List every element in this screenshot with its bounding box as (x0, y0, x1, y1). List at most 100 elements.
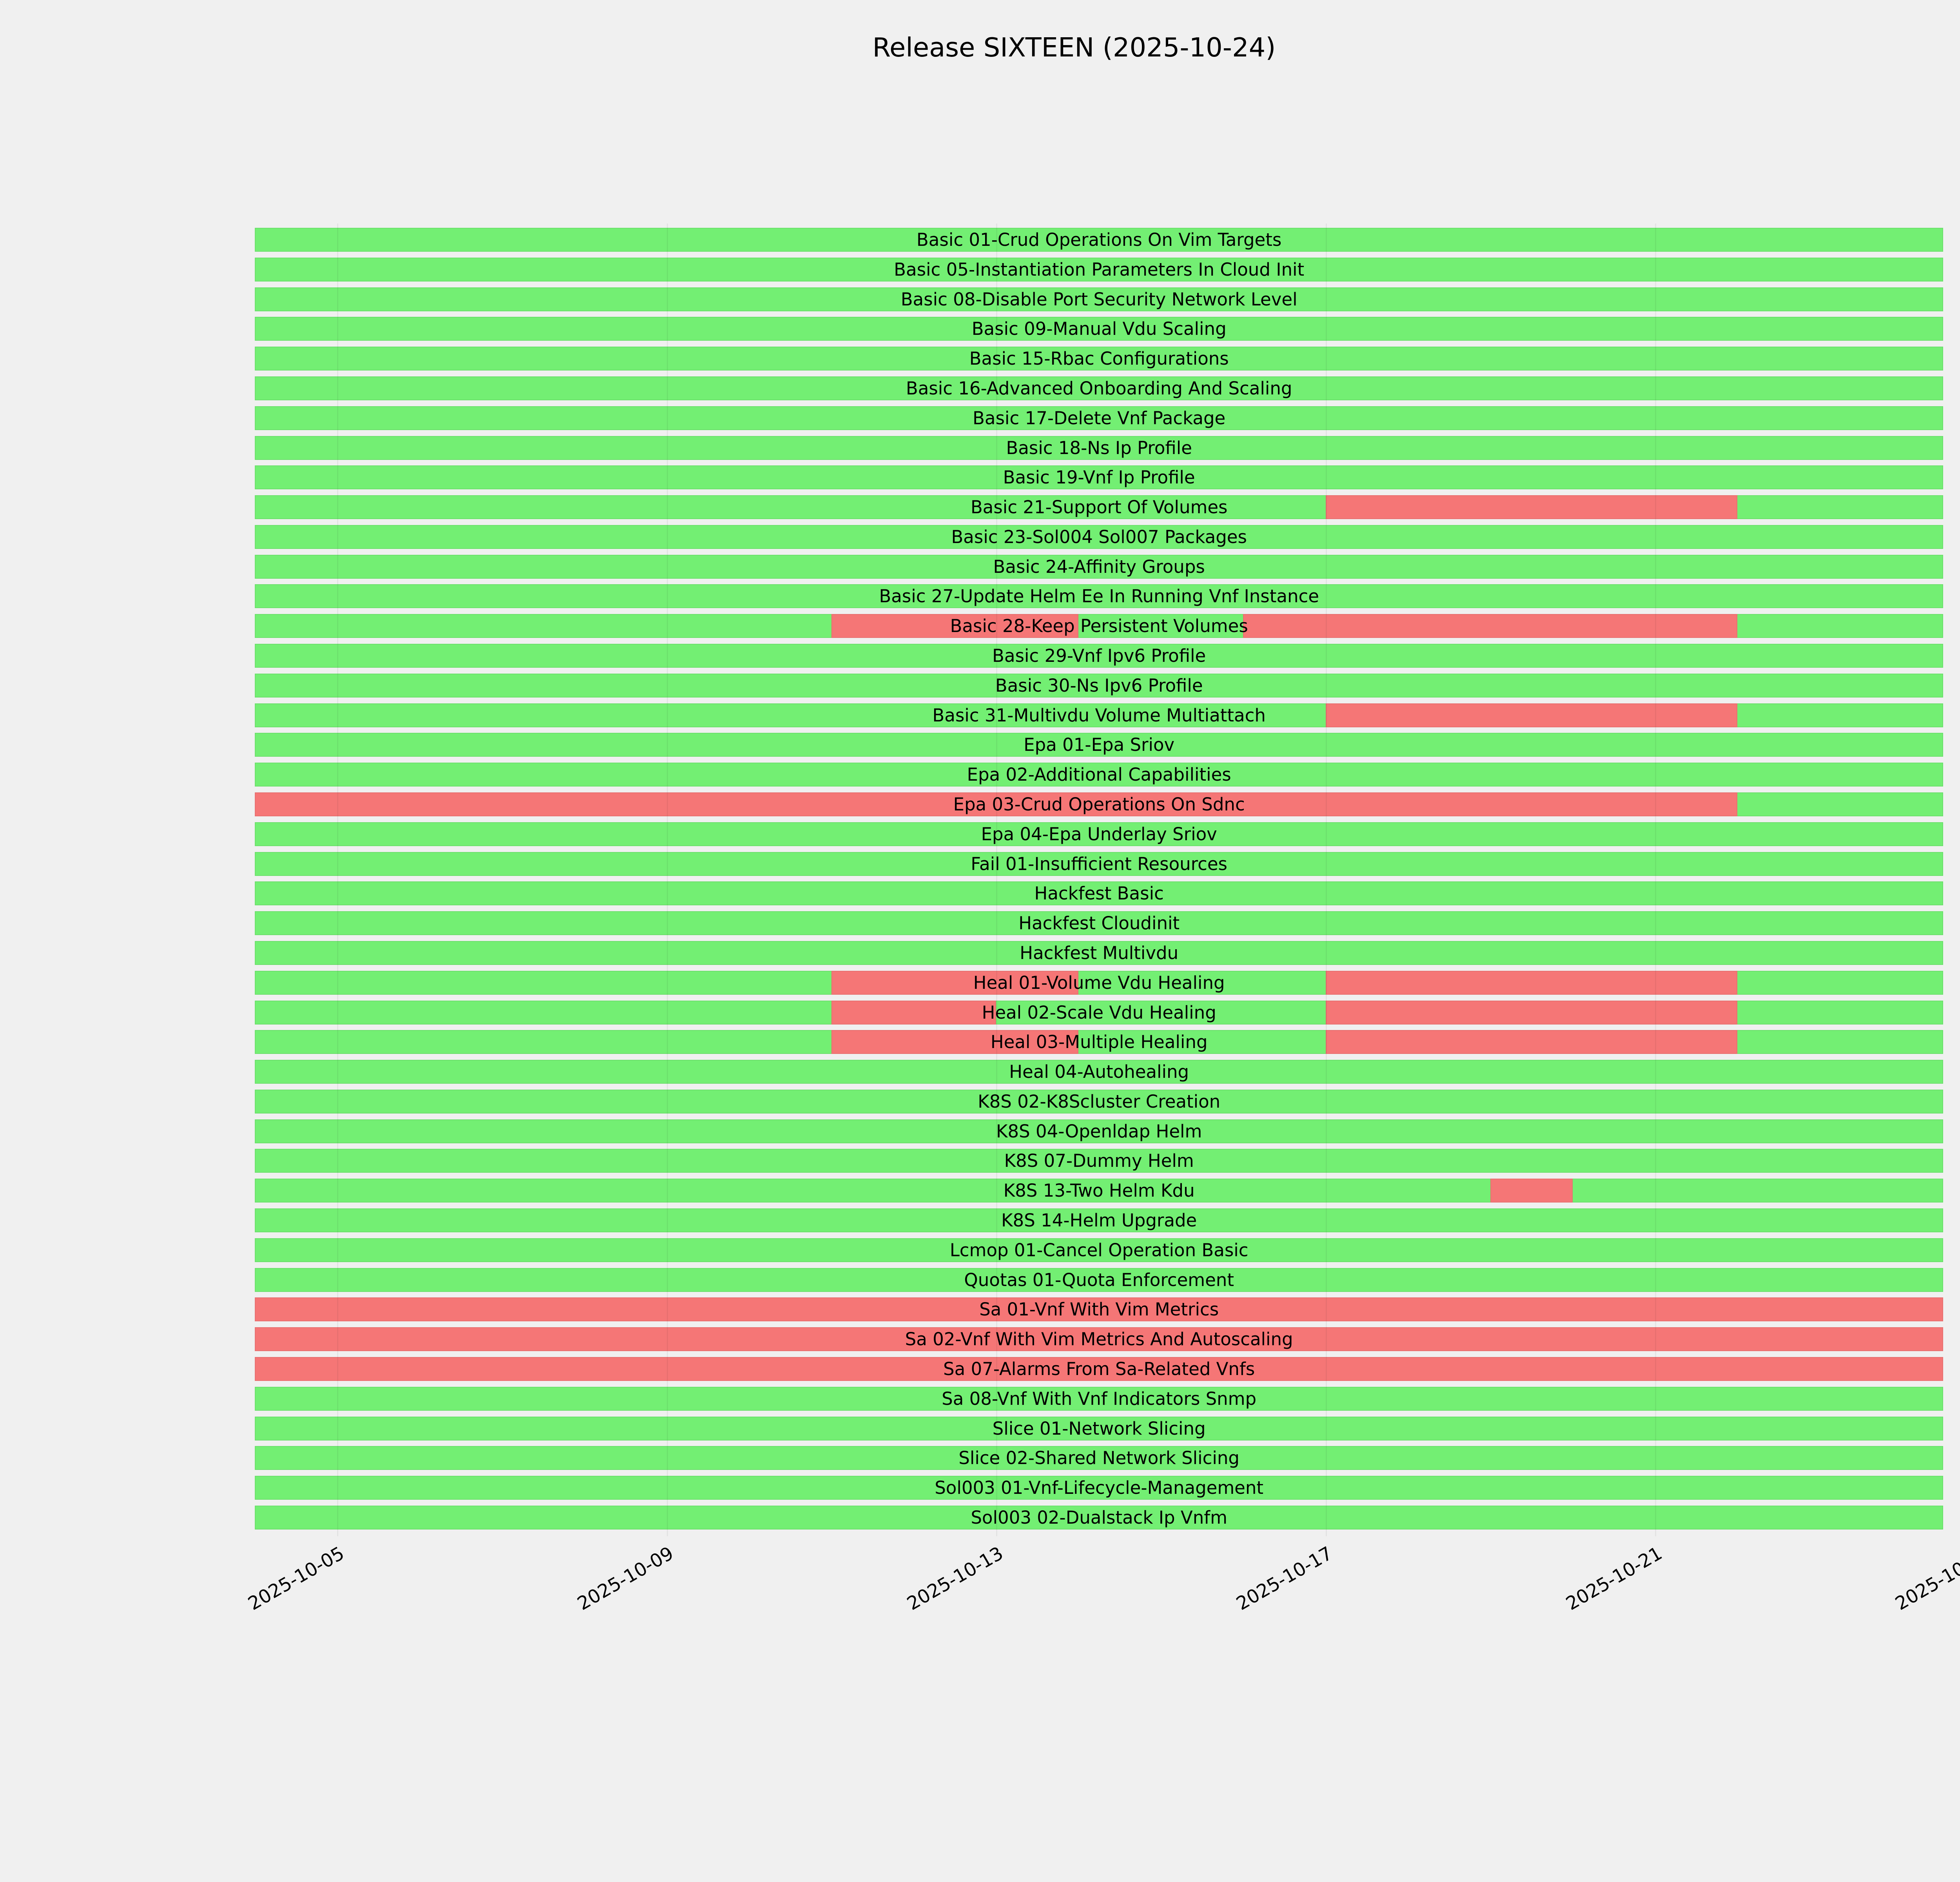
row-label: Basic 18-Ns Ip Profile (1006, 437, 1192, 458)
row-label: Slice 01-Network Slicing (992, 1418, 1206, 1439)
row-label: Hackfest Multivdu (1020, 942, 1179, 963)
timeline-row: Basic 29-Vnf Ipv6 Profile (255, 644, 1944, 668)
grid-line (1655, 223, 1656, 1536)
timeline-row: Sa 08-Vnf With Vnf Indicators Snmp (255, 1386, 1944, 1411)
timeline-row: Basic 27-Update Helm Ee In Running Vnf I… (255, 584, 1944, 609)
test-run-bar-pass (255, 1060, 1944, 1084)
test-run-bar-pass (255, 436, 1944, 460)
row-label: Hackfest Basic (1034, 883, 1164, 904)
test-run-segment-fail (1325, 970, 1738, 995)
row-label: Sol003 02-Dualstack Ip Vnfm (971, 1507, 1227, 1528)
test-run-segment-fail (255, 1297, 1944, 1322)
test-run-segment-fail (255, 1357, 1944, 1381)
timeline-row: K8S 02-K8Scluster Creation (255, 1089, 1944, 1114)
row-label: Fail 01-Insufficient Resources (971, 853, 1227, 874)
row-label: Sa 01-Vnf With Vim Metrics (979, 1299, 1219, 1320)
test-run-bar-pass (255, 1089, 1944, 1114)
x-axis-tick-label: 2025-10-09 (574, 1542, 678, 1615)
timeline-row: Heal 02-Scale Vdu Healing (255, 1000, 1944, 1025)
row-label: Heal 03-Multiple Healing (990, 1032, 1208, 1053)
row-label: Quotas 01-Quota Enforcement (964, 1269, 1234, 1290)
row-label: Basic 29-Vnf Ipv6 Profile (992, 645, 1206, 667)
timeline-row: K8S 14-Helm Upgrade (255, 1208, 1944, 1233)
timeline-row: Hackfest Cloudinit (255, 911, 1944, 936)
row-label: Basic 19-Vnf Ip Profile (1003, 467, 1195, 488)
row-label: Epa 01-Epa Sriov (1024, 734, 1175, 756)
timeline-row: Epa 03-Crud Operations On Sdnc (255, 792, 1944, 816)
x-axis-tick-label: 2025-10-05 (244, 1542, 348, 1615)
row-label: Sa 08-Vnf With Vnf Indicators Snmp (942, 1388, 1257, 1409)
row-label: Hackfest Cloudinit (1018, 913, 1180, 934)
test-run-bar-pass (255, 941, 1944, 965)
timeline-row: Heal 03-Multiple Healing (255, 1030, 1944, 1054)
timeline-row: Basic 05-Instantiation Parameters In Clo… (255, 257, 1944, 282)
test-run-segment-fail (831, 1030, 1079, 1054)
timeline-row: Basic 31-Multivdu Volume Multiattach (255, 703, 1944, 727)
test-run-bar-pass (255, 1416, 1944, 1441)
timeline-row: Sol003 01-Vnf-Lifecycle-Management (255, 1476, 1944, 1500)
test-run-bar-pass (255, 1268, 1944, 1292)
timeline-row: Basic 21-Support Of Volumes (255, 495, 1944, 520)
row-label: Heal 04-Autohealing (1009, 1061, 1189, 1083)
row-label: Epa 04-Epa Underlay Sriov (981, 823, 1217, 845)
timeline-row: Fail 01-Insufficient Resources (255, 852, 1944, 876)
row-label: Basic 15-Rbac Configurations (969, 348, 1229, 369)
test-run-bar-pass (255, 881, 1944, 906)
test-run-segment-fail (831, 614, 1079, 638)
row-label: Basic 27-Update Helm Ee In Running Vnf I… (879, 586, 1319, 607)
test-run-bar-pass (255, 1386, 1944, 1411)
row-label: Basic 31-Multivdu Volume Multiattach (932, 705, 1266, 726)
row-label: Basic 24-Affinity Groups (993, 556, 1205, 577)
timeline-row: Basic 17-Delete Vnf Package (255, 406, 1944, 430)
test-run-segment-fail (1325, 495, 1738, 520)
test-run-bar-pass (255, 733, 1944, 757)
test-run-bar-pass (255, 1446, 1944, 1470)
timeline-row: Hackfest Basic (255, 881, 1944, 906)
test-run-bar-pass (255, 317, 1944, 341)
test-run-bar-pass (255, 554, 1944, 579)
test-run-bar-pass (255, 1238, 1944, 1262)
test-run-bar-pass (255, 1149, 1944, 1173)
test-run-bar-pass (255, 763, 1944, 787)
timeline-row: Basic 09-Manual Vdu Scaling (255, 317, 1944, 341)
x-axis-tick-label: 2025-10-17 (1232, 1542, 1337, 1615)
test-run-bar-pass (255, 1119, 1944, 1143)
timeline-row: K8S 13-Two Helm Kdu (255, 1179, 1944, 1203)
row-label: Basic 16-Advanced Onboarding And Scaling (906, 378, 1292, 399)
test-run-bar-pass (255, 1179, 1944, 1203)
test-run-bar-pass (255, 1476, 1944, 1500)
test-run-bar-pass (255, 376, 1944, 400)
row-label: Basic 09-Manual Vdu Scaling (971, 318, 1227, 340)
timeline-row: Sa 02-Vnf With Vim Metrics And Autoscali… (255, 1327, 1944, 1352)
x-axis-tick-label: 2025-10-13 (903, 1542, 1007, 1615)
row-label: Sa 07-Alarms From Sa-Related Vnfs (943, 1359, 1255, 1380)
timeline-row: Epa 01-Epa Sriov (255, 733, 1944, 757)
test-run-bar-pass (255, 257, 1944, 282)
test-run-bar-pass (255, 287, 1944, 311)
timeline-row: Heal 01-Volume Vdu Healing (255, 970, 1944, 995)
test-run-segment-fail (255, 792, 1738, 816)
row-label: K8S 14-Helm Upgrade (1001, 1210, 1197, 1231)
timeline-row: Quotas 01-Quota Enforcement (255, 1268, 1944, 1292)
timeline-row: Lcmop 01-Cancel Operation Basic (255, 1238, 1944, 1262)
timeline-row: Basic 28-Keep Persistent Volumes (255, 614, 1944, 638)
test-run-segment-fail (831, 970, 1079, 995)
timeline-row: Epa 04-Epa Underlay Sriov (255, 822, 1944, 846)
timeline-row: Sol003 02-Dualstack Ip Vnfm (255, 1505, 1944, 1530)
row-label: Basic 23-Sol004 Sol007 Packages (951, 526, 1247, 547)
chart-title: Release SIXTEEN (2025-10-24) (872, 32, 1276, 63)
timeline-row: Basic 16-Advanced Onboarding And Scaling (255, 376, 1944, 400)
timeline-row: Basic 15-Rbac Configurations (255, 347, 1944, 371)
timeline-row: Epa 02-Additional Capabilities (255, 763, 1944, 787)
timeline-row: Basic 24-Affinity Groups (255, 554, 1944, 579)
timeline-row: Slice 01-Network Slicing (255, 1416, 1944, 1441)
row-label: Basic 28-Keep Persistent Volumes (950, 616, 1248, 637)
row-label: Basic 21-Support Of Volumes (970, 497, 1228, 518)
timeline-row: K8S 04-Openldap Helm (255, 1119, 1944, 1143)
timeline-row: Hackfest Multivdu (255, 941, 1944, 965)
timeline-row: Basic 19-Vnf Ip Profile (255, 465, 1944, 490)
test-run-segment-fail (1490, 1179, 1573, 1203)
timeline-row: Basic 01-Crud Operations On Vim Targets (255, 228, 1944, 252)
row-label: Epa 03-Crud Operations On Sdnc (953, 794, 1245, 815)
row-label: Slice 02-Shared Network Slicing (958, 1448, 1240, 1469)
